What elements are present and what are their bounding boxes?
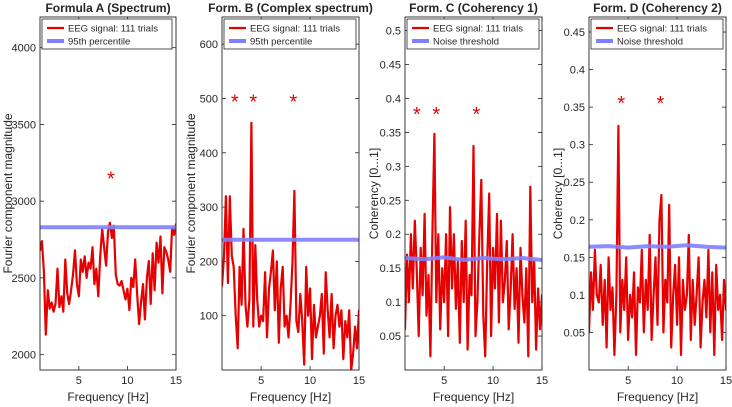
series-group <box>405 132 542 358</box>
y-tick-label: 2500 <box>12 273 36 285</box>
significance-marker: * <box>473 104 481 126</box>
x-tick-label: 10 <box>671 375 683 387</box>
threshold-line <box>589 243 726 250</box>
y-tick-label: 0.2 <box>570 215 585 227</box>
series-group <box>40 221 176 336</box>
y-tick-label: 0.15 <box>564 252 585 264</box>
significance-marker: * <box>107 169 115 191</box>
chart-panel-3: 0.05 0.1 0.15 0.2 0.25 0.3 0.35 0.4 0.45 0.5 5 10 15… <box>367 1 548 404</box>
series-group <box>589 124 726 357</box>
y-tick-label: 300 <box>200 202 218 214</box>
y-axis-label: Fourier component magnitude <box>1 113 15 273</box>
y-tick-label: 0.35 <box>380 127 401 139</box>
y-tick-label: 3500 <box>12 119 36 131</box>
y-tick-label: 0.4 <box>386 93 401 105</box>
chart-title: Form. C (Coherency 1) <box>409 1 538 15</box>
chart-panel-1: 2000 2500 3000 3500 4000 5 10 15 * EEG signal: 11… <box>1 1 182 404</box>
legend-box <box>406 18 540 50</box>
eeg-signal-line <box>405 132 542 358</box>
y-tick-label: 0.05 <box>380 331 401 343</box>
y-axis-label: Fourier component magnitude <box>184 113 198 273</box>
significance-marker: * <box>231 92 239 114</box>
y-tick-label: 0.4 <box>570 65 585 77</box>
y-tick-label: 0.05 <box>564 327 585 339</box>
axes-frame <box>404 16 543 371</box>
y-tick-label: 0.25 <box>380 195 401 207</box>
significance-marker: * <box>413 104 421 126</box>
y-tick-label: 500 <box>200 93 218 105</box>
y-tick-label: 3000 <box>12 196 36 208</box>
eeg-signal-line <box>222 121 359 370</box>
y-tick-label: 200 <box>200 256 218 268</box>
y-tick-label: 0.15 <box>380 263 401 275</box>
x-tick-label: 5 <box>441 375 447 387</box>
y-tick-label: 0.35 <box>564 102 585 114</box>
y-tick-label: 0.1 <box>386 297 401 309</box>
legend-label: Noise threshold <box>617 37 683 48</box>
legend-label: EEG signal: 111 trials <box>433 24 523 35</box>
y-tick-label: 0.3 <box>386 161 401 173</box>
y-tick-label: 0.25 <box>564 177 585 189</box>
x-axis-label: Frequency [Hz] <box>67 390 148 404</box>
x-tick-label: 5 <box>625 375 631 387</box>
axes-frame <box>221 16 360 371</box>
y-tick-label: 100 <box>200 311 218 323</box>
x-axis-label: Frequency [Hz] <box>617 390 698 404</box>
legend-label: EEG signal: 111 trials <box>617 24 707 35</box>
series-group <box>222 121 359 370</box>
x-axis-label: Frequency [Hz] <box>433 390 514 404</box>
chart-panel-2: 100 200 300 400 500 600 5 10 15 * * * EEG signal: 11… <box>184 1 373 404</box>
chart-title: Form. D (Coherency 2) <box>593 1 722 15</box>
legend: EEG signal: 111 trials 95th percentile <box>223 18 357 50</box>
y-tick-label: 600 <box>200 39 218 51</box>
axes-frame <box>39 16 177 371</box>
x-tick-label: 15 <box>720 375 732 387</box>
x-tick-label: 15 <box>536 375 548 387</box>
chart-title: Formula A (Spectrum) <box>45 1 170 15</box>
significance-marker: * <box>617 93 625 115</box>
x-tick-label: 15 <box>170 375 182 387</box>
legend-label: 95th percentile <box>68 37 130 48</box>
y-axis-label: Coherency [0...1] <box>551 148 565 239</box>
y-tick-label: 0.45 <box>564 27 585 39</box>
legend: EEG signal: 111 trials Noise threshold <box>406 18 540 50</box>
plot-background <box>40 17 176 370</box>
legend-label: EEG signal: 111 trials <box>250 24 340 35</box>
y-tick-label: 400 <box>200 148 218 160</box>
significance-marker: * <box>657 93 665 115</box>
y-tick-label: 2000 <box>12 350 36 362</box>
x-tick-label: 15 <box>353 375 365 387</box>
legend: EEG signal: 111 trials 95th percentile <box>41 18 173 50</box>
legend-label: EEG signal: 111 trials <box>68 24 158 35</box>
x-tick-label: 5 <box>258 375 264 387</box>
y-tick-label: 0.3 <box>570 140 585 152</box>
legend: EEG signal: 111 trials Noise threshold <box>590 18 724 50</box>
y-tick-label: 0.5 <box>386 26 401 38</box>
significance-marker: * <box>249 92 257 114</box>
eeg-signal-line <box>40 221 176 336</box>
y-axis-label: Coherency [0...1] <box>367 148 381 239</box>
x-tick-label: 10 <box>304 375 316 387</box>
legend-label: Noise threshold <box>433 37 499 48</box>
x-tick-label: 5 <box>76 375 82 387</box>
legend-box <box>41 18 173 50</box>
y-tick-label: 0.1 <box>570 290 585 302</box>
legend-box <box>223 18 357 50</box>
eeg-signal-line <box>589 124 726 357</box>
y-tick-label: 0.45 <box>380 60 401 72</box>
chart-panel-4: 0.05 0.1 0.15 0.2 0.25 0.3 0.35 0.4 0.45 5 10 15 * * E… <box>551 1 732 404</box>
threshold-line <box>405 255 542 262</box>
significance-marker: * <box>290 92 298 114</box>
y-tick-label: 4000 <box>12 43 36 55</box>
axes-frame <box>588 16 727 371</box>
legend-box <box>590 18 724 50</box>
y-tick-label: 0.2 <box>386 229 401 241</box>
x-axis-label: Frequency [Hz] <box>250 390 331 404</box>
chart-title: Form. B (Complex spectrum) <box>208 1 373 15</box>
significance-marker: * <box>432 104 440 126</box>
legend-label: 95th percentile <box>250 37 312 48</box>
x-tick-label: 10 <box>121 375 133 387</box>
x-tick-label: 10 <box>487 375 499 387</box>
